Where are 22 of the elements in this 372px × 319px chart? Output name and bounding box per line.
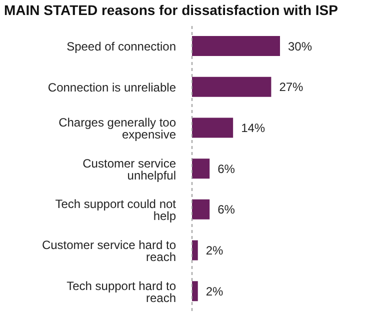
data-label: 27% <box>279 80 304 94</box>
chart-title: MAIN STATED reasons for dissatisfaction with ISP <box>4 2 338 18</box>
y-tick-label: Customer service unhelpful <box>82 156 176 182</box>
bar <box>192 281 198 302</box>
bar <box>192 118 234 138</box>
data-label: 14% <box>241 120 266 135</box>
y-tick-label: Customer service hard to reach <box>42 238 176 264</box>
data-label: 6% <box>218 162 236 176</box>
y-tick-label: Tech support hard to reach <box>66 278 176 305</box>
data-label: 30% <box>288 39 312 54</box>
bar <box>192 76 272 97</box>
bar <box>192 36 280 56</box>
data-label: 6% <box>218 202 236 217</box>
bar <box>192 158 210 179</box>
y-tick-label: Tech support could not help <box>55 197 177 224</box>
y-tick-label: Connection is unreliable <box>48 80 176 95</box>
data-label: 2% <box>206 244 224 258</box>
data-label: 2% <box>206 284 224 298</box>
y-tick-label: Charges generally too expensive <box>58 115 176 142</box>
bar <box>192 199 210 220</box>
y-tick-label: Speed of connection <box>66 40 176 54</box>
bar <box>192 240 198 260</box>
